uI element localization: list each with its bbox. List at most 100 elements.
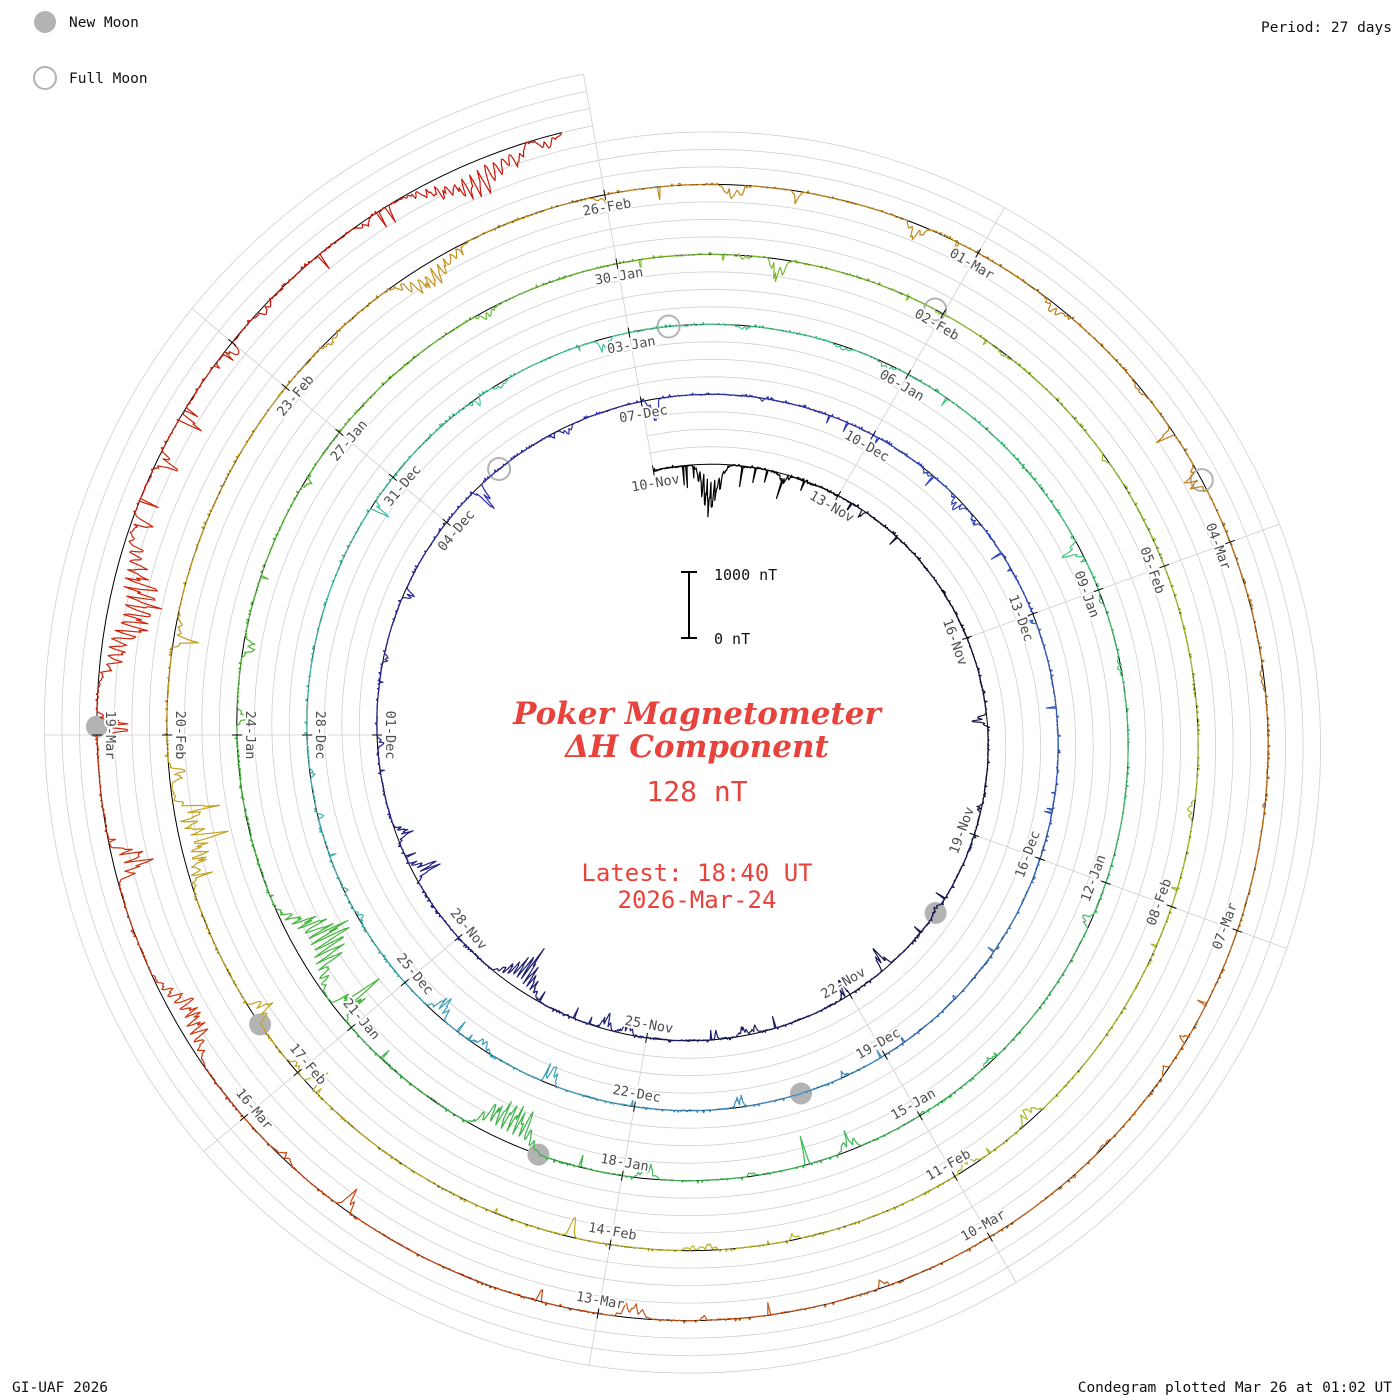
date-label: 10-Mar [958, 1207, 1008, 1245]
date-tick [940, 309, 947, 319]
date-tick [835, 491, 842, 501]
date-tick [639, 396, 643, 407]
date-label: 26-Feb [582, 195, 633, 219]
plot-title-line2: ΔH Component [563, 729, 829, 765]
trace-segment-end [232, 133, 563, 344]
trace-segment-22-Dec [403, 982, 635, 1108]
trace-segment-24-Jan [236, 432, 340, 736]
date-tick [1101, 880, 1111, 885]
footer-credit: GI-UAF 2026 [12, 1380, 108, 1396]
center-title-block: Poker Magnetometer ΔH Component 128 nT L… [512, 696, 883, 914]
date-tick [870, 430, 877, 440]
trace-segment-19-Mar [95, 343, 240, 736]
trace-segment-13-Nov [837, 495, 968, 638]
date-tick [633, 1101, 636, 1112]
trace-segment-10-Mar [597, 1236, 991, 1324]
date-tick [227, 338, 237, 346]
current-value: 128 nT [646, 775, 747, 808]
date-tick [620, 1170, 624, 1181]
trace-segment-28-Nov [376, 734, 460, 938]
trace-layer [94, 133, 1271, 1324]
trace-segment-21-Jan [234, 734, 380, 1028]
trace-segment-11-Feb [609, 1176, 956, 1252]
date-label: 16-Dec [1012, 829, 1044, 880]
trace-segment-25-Dec [306, 734, 406, 983]
date-tick [1035, 856, 1045, 861]
date-label: 12-Jan [1078, 853, 1110, 904]
date-label: 28-Nov [447, 905, 491, 953]
moon-legend: New Moon Full Moon [33, 11, 148, 90]
date-tick [1166, 904, 1177, 909]
new-moon-legend-label: New Moon [69, 15, 139, 31]
trace-segment-18-Jan [350, 1027, 623, 1176]
date-label: 19-Mar [102, 711, 118, 760]
date-tick [652, 465, 655, 476]
date-tick [916, 1111, 923, 1121]
date-tick [1027, 611, 1038, 617]
date-label: 13-Mar [575, 1289, 626, 1313]
trace-segment-12-Jan [919, 882, 1107, 1116]
date-tick [400, 979, 410, 987]
date-tick [293, 1069, 302, 1077]
date-label: 28-Dec [312, 711, 328, 760]
date-label: 14-Feb [587, 1220, 638, 1244]
trace-segment-13-Dec [1019, 615, 1061, 860]
scale-bar: 1000 nT 0 nT [681, 566, 777, 648]
trace-segment-01-Mar [978, 252, 1230, 543]
latest-time: Latest: 18:40 UT [581, 859, 812, 887]
scale-bar-bottom-label: 0 nT [714, 630, 750, 648]
trace-segment-10-Nov [652, 463, 839, 518]
trace-segment-04-Dec [446, 400, 642, 523]
date-label: 01-Mar [947, 245, 997, 283]
trace-segment-02-Feb [942, 313, 1165, 567]
date-tick [1159, 563, 1170, 569]
date-tick [454, 934, 463, 942]
trace-segment-13-Mar [243, 1117, 599, 1315]
date-label: 06-Jan [877, 367, 927, 405]
date-tick [388, 473, 398, 481]
trace-segment-07-Mar [989, 930, 1238, 1238]
date-label: 17-Feb [286, 1040, 330, 1088]
date-tick [962, 635, 972, 640]
new-moon-legend-icon [34, 11, 56, 33]
date-label: 03-Jan [606, 333, 657, 357]
full-moon-legend-label: Full Moon [69, 71, 148, 87]
full-moon-marker [656, 314, 681, 339]
trace-segment-03-Jan [629, 321, 909, 376]
date-label: 24-Jan [242, 711, 258, 760]
full-moon-marker [1189, 468, 1214, 493]
date-tick [1225, 539, 1235, 545]
trace-segment-25-Nov [457, 937, 647, 1039]
scale-bar-top-label: 1000 nT [714, 566, 777, 584]
date-tick [347, 1024, 356, 1032]
trace-segment-30-Jan [616, 251, 944, 316]
date-tick [1093, 587, 1104, 593]
trace-segment-17-Feb [164, 734, 301, 1072]
date-label: 09-Jan [1071, 569, 1103, 620]
date-tick [1232, 928, 1243, 933]
date-tick [442, 518, 451, 526]
new-moon-marker [85, 715, 108, 738]
footer-plotted: Condegram plotted Mar 26 at 01:02 UT [1078, 1380, 1393, 1396]
full-moon-legend-icon [33, 66, 57, 90]
date-tick [603, 189, 607, 200]
date-label: 07-Dec [618, 402, 669, 426]
moon-marker-layer [85, 297, 1214, 1166]
date-tick [335, 428, 344, 436]
date-label: 04-Mar [1202, 521, 1234, 572]
date-tick [596, 1308, 600, 1319]
grid-spiral [61, 90, 1304, 1357]
period-label: Period: 27 days [1261, 20, 1392, 36]
tick-layer [92, 189, 1243, 1319]
date-label: 20-Feb [172, 711, 188, 760]
date-tick [846, 989, 853, 1000]
date-label: 22-Dec [611, 1082, 662, 1106]
date-label: 10-Nov [630, 471, 681, 495]
date-label: 11-Feb [923, 1146, 973, 1184]
trace-segment-09-Jan [1098, 589, 1131, 884]
date-label: 16-Nov [939, 617, 971, 668]
date-label: 15-Jan [888, 1085, 938, 1123]
trace-segment-07-Dec [640, 392, 874, 436]
trace-segment-31-Dec [393, 330, 630, 479]
